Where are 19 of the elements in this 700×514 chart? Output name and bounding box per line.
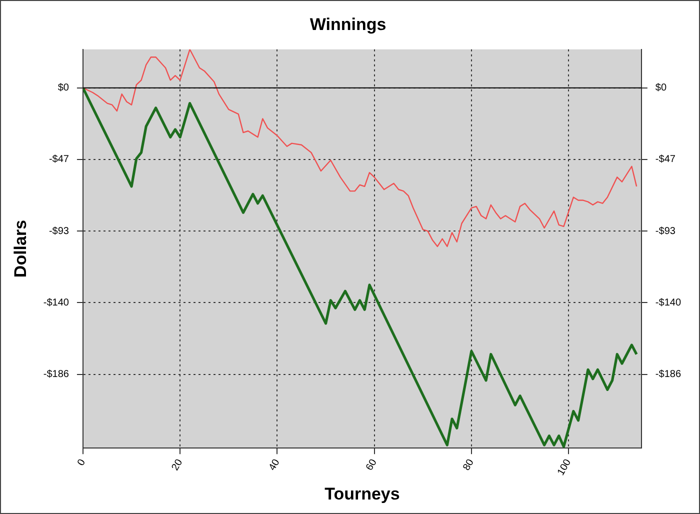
x-tick-label: 20 — [170, 457, 186, 473]
y2-tick-label: -$93 — [655, 226, 676, 237]
y-tick-label: -$186 — [43, 369, 70, 380]
x-axis-title: Tourneys — [324, 484, 400, 504]
y2-tick-label: $0 — [655, 82, 667, 94]
chart-title: Winnings — [310, 14, 386, 34]
y-tick-label: -$140 — [43, 297, 70, 308]
y-tick-label: $0 — [58, 82, 70, 94]
y2-tick-label: -$140 — [655, 297, 682, 308]
y2-tick-label: -$186 — [655, 369, 682, 380]
y-tick-label: -$93 — [48, 226, 70, 237]
x-tick-label: 80 — [461, 457, 477, 473]
y-tick-label: -$47 — [48, 154, 70, 166]
x-tick-label: 100 — [556, 457, 574, 478]
x-tick-label: 0 — [76, 457, 88, 468]
x-tick-label: 40 — [267, 457, 282, 473]
x-tick-label: 60 — [364, 457, 380, 473]
y2-tick-label: -$47 — [655, 154, 676, 166]
y-axis-title: Dollars — [10, 220, 30, 278]
